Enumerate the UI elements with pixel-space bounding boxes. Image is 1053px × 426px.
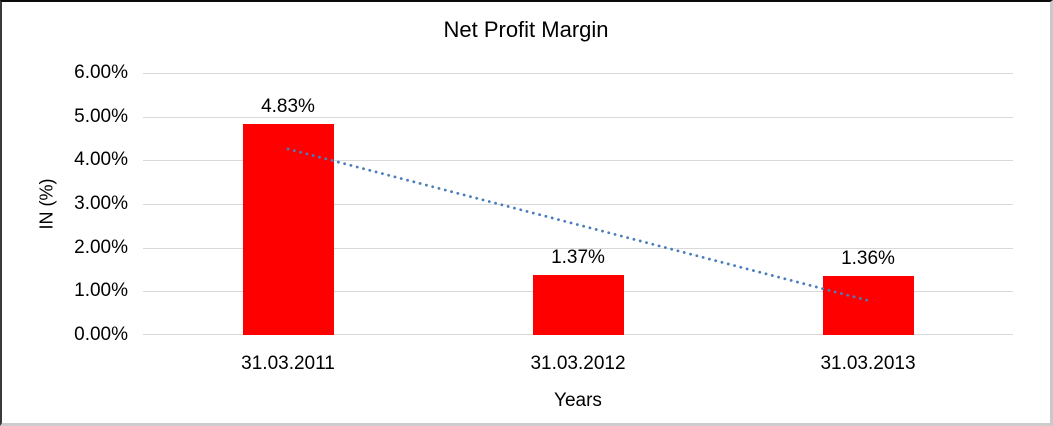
y-axis-tick-label: 6.00%	[74, 62, 128, 83]
gridline	[143, 116, 1013, 118]
y-axis-tick-label: 3.00%	[74, 193, 128, 214]
x-category-label: 31.03.2011	[241, 353, 335, 374]
x-axis-title: Years	[554, 390, 602, 411]
gridline	[143, 160, 1013, 162]
chart-title: Net Profit Margin	[443, 17, 609, 42]
linear-trendline	[286, 147, 870, 302]
bar	[532, 275, 624, 335]
y-axis-tick-label: 2.00%	[74, 236, 128, 258]
gridline	[143, 73, 1013, 74]
y-axis-tick-label: 1.00%	[74, 280, 128, 302]
gridline	[143, 204, 1013, 205]
bar-data-label: 4.83%	[261, 96, 315, 118]
gridline	[143, 247, 1013, 249]
bar	[822, 275, 914, 335]
bar	[242, 124, 334, 335]
plot-area: 4.83% 1.37% 1.36%	[143, 73, 1013, 335]
x-category-label: 31.03.2013	[820, 353, 916, 374]
y-axis-tick-label: 4.00%	[74, 149, 128, 171]
y-axis-tick-label: 5.00%	[74, 105, 128, 127]
x-category-label: 31.03.2012	[530, 353, 626, 374]
trendline-layer	[286, 147, 870, 302]
bar-data-label: 1.36%	[841, 247, 895, 269]
y-axis-tick-label: 0.00%	[74, 324, 128, 345]
bar-data-label: 1.37%	[551, 247, 605, 269]
